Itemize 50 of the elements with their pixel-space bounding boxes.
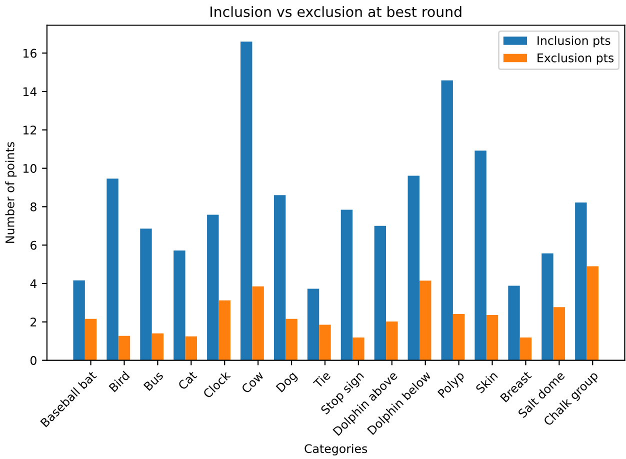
bar	[508, 286, 520, 360]
x-tick-label: Cat	[178, 370, 198, 390]
bar	[152, 333, 164, 360]
y-tick-label: 8	[30, 202, 36, 212]
y-tick-label: 6	[30, 240, 36, 250]
bar	[586, 266, 598, 360]
bar	[118, 336, 130, 360]
x-tick-label: Bus	[143, 370, 164, 392]
bar	[408, 176, 420, 360]
bar	[207, 214, 219, 360]
x-axis-title: Categories	[304, 444, 368, 456]
bar	[441, 80, 453, 360]
bar	[286, 318, 298, 360]
y-tick-label: 2	[30, 318, 36, 326]
bar	[252, 286, 264, 360]
bar	[553, 307, 566, 360]
bar	[352, 337, 364, 360]
y-axis-title: Number of points	[5, 142, 17, 243]
bar	[340, 210, 353, 360]
bar	[140, 228, 152, 360]
y-tick-label: 16	[24, 48, 36, 58]
bar	[218, 300, 230, 360]
bar	[474, 150, 486, 360]
bar	[542, 253, 554, 360]
legend-label: Exclusion pts	[538, 53, 614, 65]
bar	[374, 226, 386, 360]
bar	[486, 315, 498, 360]
bar	[452, 314, 465, 360]
y-tick-label: 14	[24, 87, 37, 96]
y-tick-label: 10	[24, 164, 36, 173]
bar	[240, 42, 252, 360]
bar	[174, 250, 186, 360]
bar	[520, 337, 532, 360]
bar	[185, 336, 198, 360]
bar	[419, 280, 432, 360]
bar	[319, 324, 331, 360]
bar	[106, 178, 118, 360]
bar	[274, 195, 286, 360]
y-tick-label: 12	[24, 126, 36, 134]
x-tick-label: Tie	[312, 370, 331, 389]
x-tick-label: Dog	[276, 371, 299, 394]
y-tick-label: 0	[30, 356, 36, 365]
chart-title: Inclusion vs exclusion at best round	[210, 6, 462, 18]
bar	[307, 288, 320, 360]
bar	[73, 280, 85, 360]
bar	[84, 318, 97, 360]
legend-label: Inclusion pts	[538, 36, 610, 48]
bar	[575, 202, 587, 360]
bar	[386, 322, 398, 360]
y-tick-label: 4	[30, 279, 37, 288]
